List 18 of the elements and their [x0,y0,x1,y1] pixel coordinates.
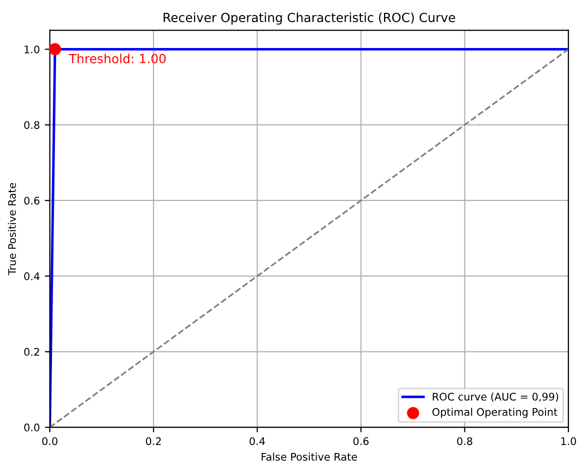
x-tick-label: 0.6 [353,437,369,446]
y-tick-label: 0.6 [24,196,40,205]
legend-label: Optimal Operating Point [432,408,558,418]
y-tick-label: 0.4 [24,272,40,280]
x-tick-label: 0.8 [457,437,472,446]
x-tick-label: 0.4 [250,437,265,446]
legend-label: ROC curve (AUC = 0,99) [432,392,558,402]
y-axis-title: True Positive Rate [8,183,16,276]
y-tick-label: 0.8 [24,121,40,129]
y-tick-label: 0.0 [24,424,40,432]
y-tick-label: 1.0 [24,45,40,54]
x-tick-label: 0.0 [42,437,58,446]
x-tick-label: 1.0 [561,437,576,446]
x-axis-title: False Positive Rate [262,452,357,461]
y-tick-label: 0.2 [24,348,40,356]
x-tick-label: 0.2 [146,437,161,446]
annotation: Threshold: 1.00 [68,54,166,64]
chart-title: Receiver Operating Characteristic (ROC) Curve [164,12,456,25]
